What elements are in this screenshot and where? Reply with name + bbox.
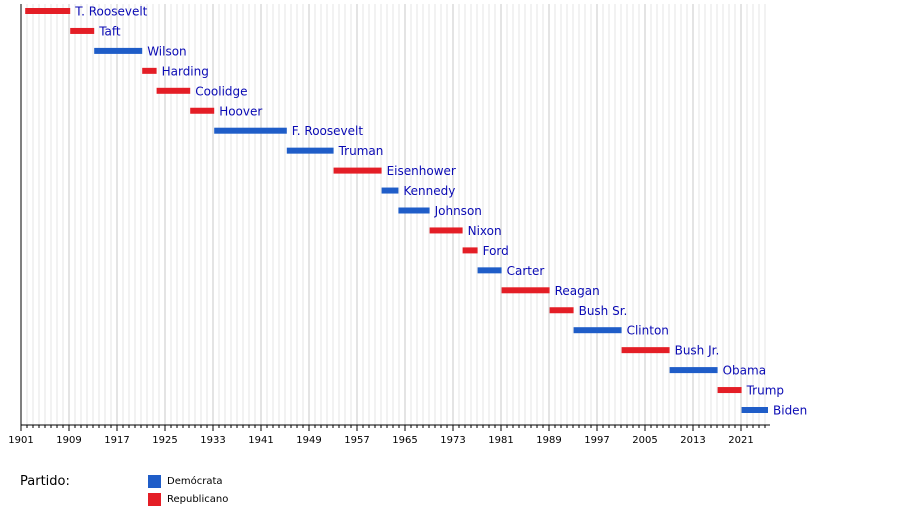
x-tick-label: 1989 — [536, 435, 561, 446]
x-tick-label: 1941 — [248, 435, 273, 446]
x-tick-label: 1997 — [584, 435, 609, 446]
term-label: Taft — [98, 24, 121, 38]
x-tick-label: 2005 — [632, 435, 657, 446]
x-tick-label: 1973 — [440, 435, 465, 446]
legend-swatch-democrata — [148, 474, 161, 488]
term-bar — [398, 207, 430, 214]
term-label: Wilson — [147, 44, 186, 58]
term-label: Obama — [723, 364, 766, 378]
legend-item-democrata: Demócrata — [148, 474, 223, 488]
x-tick-label: 1957 — [344, 435, 369, 446]
term-label: Johnson — [434, 204, 482, 218]
legend-label-republicano: Republicano — [167, 493, 229, 505]
term-bar — [741, 407, 768, 413]
legend-swatch-republicano — [148, 492, 161, 506]
term-label: Biden — [773, 404, 807, 418]
term-label: Truman — [338, 144, 384, 158]
term-bar — [94, 47, 143, 54]
term-label: Coolidge — [195, 84, 247, 98]
term-bar — [70, 27, 95, 34]
term-bar — [669, 367, 718, 374]
term-label: Hoover — [219, 104, 262, 118]
term-label: T. Roosevelt — [74, 5, 147, 19]
term-label: Carter — [507, 264, 545, 278]
term-bar — [549, 307, 574, 314]
term-bar — [156, 87, 191, 94]
x-tick-label: 1925 — [152, 435, 177, 446]
term-bar — [573, 327, 622, 334]
term-bar — [333, 167, 382, 174]
x-tick-label: 1949 — [296, 435, 321, 446]
legend-title: Partido: — [20, 474, 70, 489]
term-label: Kennedy — [403, 184, 455, 198]
term-bar — [190, 107, 215, 114]
term-label: Bush Jr. — [675, 344, 720, 358]
term-label: Trump — [746, 384, 784, 398]
term-bar — [214, 127, 287, 134]
term-label: Clinton — [627, 324, 669, 338]
term-bar — [621, 347, 670, 354]
term-label: Ford — [483, 244, 509, 258]
x-tick-label: 2021 — [728, 435, 753, 446]
x-tick-label: 1909 — [56, 435, 81, 446]
term-label: F. Roosevelt — [292, 124, 364, 138]
term-bar — [717, 387, 742, 394]
term-label: Eisenhower — [387, 164, 456, 178]
x-tick-label: 1933 — [200, 435, 225, 446]
term-bar — [501, 287, 550, 294]
x-tick-label: 1917 — [104, 435, 129, 446]
term-bar — [142, 67, 157, 74]
term-label: Nixon — [468, 224, 502, 238]
x-tick-label: 1965 — [392, 435, 417, 446]
term-bar — [429, 227, 463, 234]
term-label: Harding — [162, 64, 209, 78]
term-bar — [25, 8, 71, 14]
term-bar — [381, 187, 399, 194]
term-bar — [286, 147, 334, 154]
legend-item-republicano: Republicano — [148, 492, 228, 506]
legend-label-democrata: Demócrata — [167, 475, 223, 487]
term-bar — [462, 247, 478, 254]
term-bar — [477, 267, 502, 274]
x-tick-label: 1981 — [488, 435, 513, 446]
x-tick-label: 2013 — [680, 435, 705, 446]
x-tick-label: 1901 — [8, 435, 33, 446]
term-label: Reagan — [555, 284, 600, 298]
term-label: Bush Sr. — [579, 304, 628, 318]
